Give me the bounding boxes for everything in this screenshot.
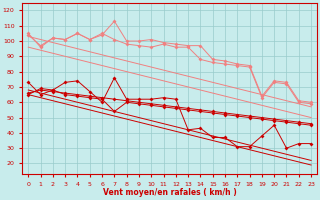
X-axis label: Vent moyen/en rafales ( km/h ): Vent moyen/en rafales ( km/h ) bbox=[103, 188, 236, 197]
